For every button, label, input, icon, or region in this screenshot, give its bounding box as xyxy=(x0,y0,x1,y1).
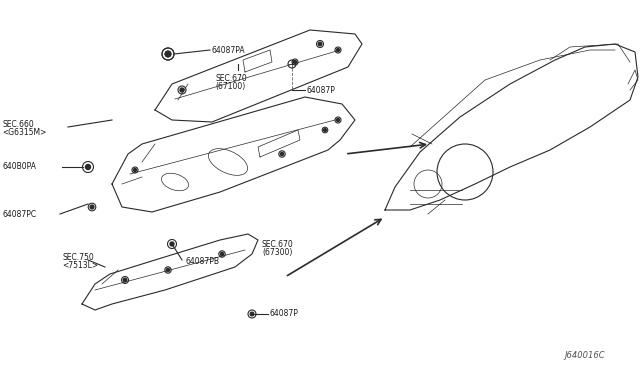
Text: <G6315M>: <G6315M> xyxy=(2,128,46,137)
Text: 640B0PA: 640B0PA xyxy=(2,161,36,170)
Text: SEC.660: SEC.660 xyxy=(2,119,34,128)
Circle shape xyxy=(280,153,284,155)
Circle shape xyxy=(165,51,171,57)
Circle shape xyxy=(220,252,223,256)
Text: 64087PA: 64087PA xyxy=(212,45,246,55)
Circle shape xyxy=(180,88,184,92)
Circle shape xyxy=(166,269,170,272)
Circle shape xyxy=(86,164,90,170)
Circle shape xyxy=(324,129,326,131)
Text: J640016C: J640016C xyxy=(564,351,605,360)
Text: 64087P: 64087P xyxy=(270,310,299,318)
Circle shape xyxy=(90,205,94,209)
Circle shape xyxy=(337,48,339,51)
Text: 64087P: 64087P xyxy=(307,86,336,94)
Circle shape xyxy=(318,42,322,46)
Text: 64087PC: 64087PC xyxy=(2,209,36,218)
Circle shape xyxy=(170,242,174,246)
Text: SEC.670: SEC.670 xyxy=(262,240,294,248)
Text: <7513L>: <7513L> xyxy=(62,260,98,269)
Text: SEC.670: SEC.670 xyxy=(215,74,247,83)
Circle shape xyxy=(134,169,136,171)
Circle shape xyxy=(250,312,254,316)
Circle shape xyxy=(124,278,127,282)
Circle shape xyxy=(165,51,171,57)
Text: SEC.750: SEC.750 xyxy=(62,253,93,262)
Text: 64087PB: 64087PB xyxy=(185,257,219,266)
Circle shape xyxy=(294,61,296,64)
Text: (67300): (67300) xyxy=(262,247,292,257)
Text: (67100): (67100) xyxy=(215,82,245,91)
Circle shape xyxy=(337,119,339,122)
